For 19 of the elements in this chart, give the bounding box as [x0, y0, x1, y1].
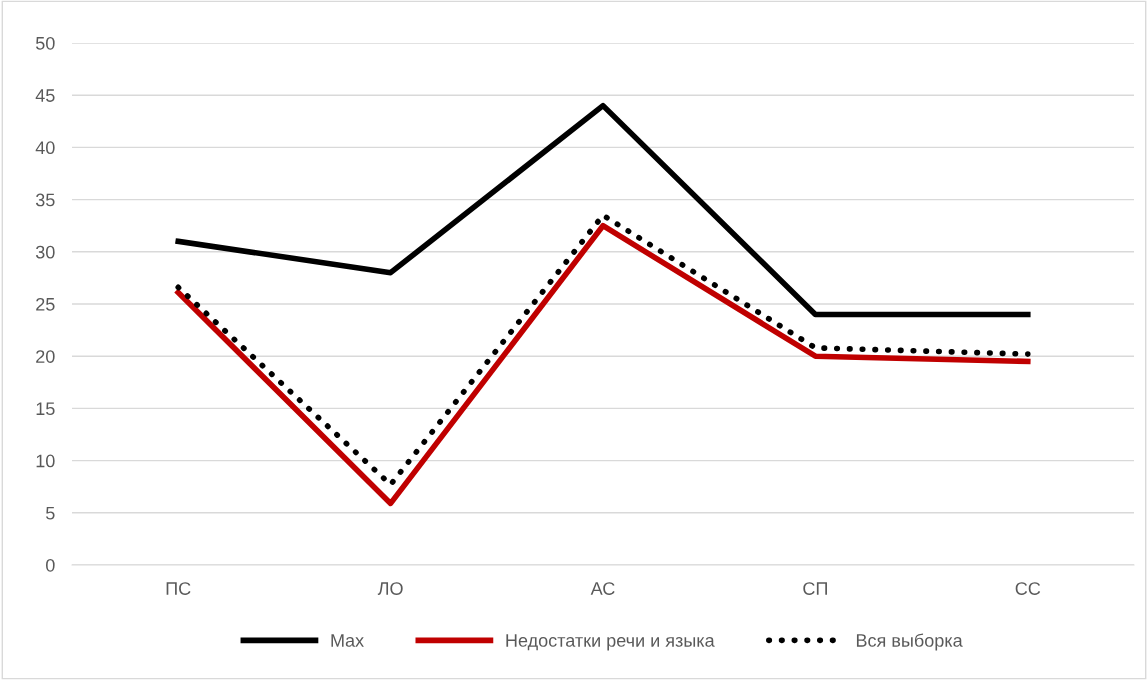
y-tick-label: 35 — [35, 193, 55, 207]
y-tick-label: 50 — [35, 36, 55, 50]
y-tick-label: 25 — [36, 297, 55, 311]
y-tick-label: 10 — [36, 454, 55, 468]
x-tick-label: ЛО — [377, 582, 403, 595]
x-tick-label: СП — [803, 582, 827, 595]
x-tick-label: СС — [1015, 582, 1041, 595]
legend-label: Max — [331, 634, 364, 647]
y-tick-label: 30 — [35, 245, 55, 259]
y-tick-label: 5 — [46, 506, 55, 520]
y-tick-label: 45 — [35, 89, 55, 102]
legend-label: Недостатки речи и языка — [506, 634, 715, 651]
x-tick-label: ПС — [166, 582, 191, 595]
x-tick-label: АС — [590, 582, 615, 595]
y-tick-label: 20 — [36, 350, 55, 363]
y-tick-label: 0 — [46, 558, 55, 572]
y-tick-label: 15 — [36, 402, 55, 416]
legend-label: Вся выборка — [856, 633, 963, 651]
y-tick-label: 40 — [35, 141, 55, 155]
